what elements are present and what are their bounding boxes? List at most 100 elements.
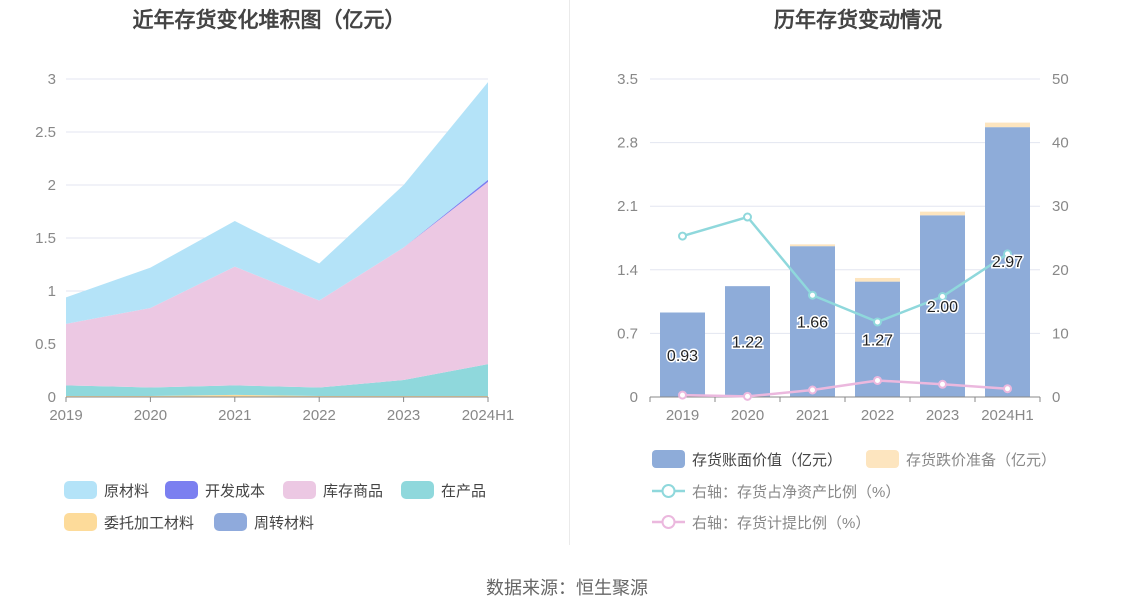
- legend-label: 原材料: [104, 483, 149, 500]
- x-tick-label: 2020: [134, 407, 167, 424]
- y-tick-label: 2.5: [35, 124, 56, 141]
- legend-label: 库存商品: [323, 483, 383, 500]
- legend-item: 存货账面价值（亿元）: [652, 450, 842, 469]
- legend-item: 右轴：存货占净资产比例（%）: [652, 484, 900, 501]
- x-tick-label: 2019: [49, 407, 82, 424]
- y-tick-label: 1: [48, 283, 56, 300]
- y2-tick-label: 30: [1052, 198, 1069, 215]
- y-tick-label: 3: [48, 71, 56, 88]
- y-tick-label: 1.4: [617, 262, 638, 279]
- x-tick-label: 2024H1: [981, 407, 1034, 424]
- x-tick-label: 2022: [861, 407, 894, 424]
- legend-label: 开发成本: [205, 483, 265, 500]
- bar-value-label: 1.66: [797, 315, 828, 332]
- line-point: [1003, 249, 1012, 259]
- legend-item: 库存商品: [283, 481, 383, 500]
- legend-swatch: [283, 481, 316, 499]
- bar-provision: [855, 277, 900, 282]
- y-tick-label: 1.5: [35, 230, 56, 247]
- legend-marker: [661, 515, 676, 529]
- bar-book-value: [920, 215, 965, 397]
- line-point: [808, 385, 817, 395]
- legend-item: 右轴：存货计提比例（%）: [652, 515, 870, 532]
- inventory-change-bar-chart: 历年存货变动情况 0 0.7 1.4 2.1 2.8 3.5 0 10 20 30 40 50 2019 2…: [617, 8, 1069, 532]
- x-tick-label: 2020: [731, 407, 764, 424]
- bar-value-label: 1.22: [732, 335, 763, 352]
- panel-divider: [569, 0, 570, 545]
- line-point: [678, 231, 687, 241]
- bar-book-value: [725, 286, 770, 397]
- legend-marker: [661, 484, 676, 498]
- line-series: [682, 215, 1009, 324]
- legend-swatch: [64, 481, 97, 499]
- legend-swatch: [64, 513, 97, 531]
- y-tick-label: 2: [48, 177, 56, 194]
- area-委托加工材料: [66, 394, 488, 397]
- chart-title: 近年存货变化堆积图（亿元）: [133, 8, 406, 32]
- line-point: [743, 212, 752, 222]
- y-tick-label: 0: [48, 389, 56, 406]
- legend-item: 存货跌价准备（亿元）: [866, 450, 1056, 469]
- area-原材料: [66, 82, 488, 324]
- y-tick-label: 2.8: [617, 135, 638, 152]
- bar-provision: [920, 211, 965, 216]
- x-tick-label: 2021: [796, 407, 829, 424]
- x-tick-label: 2023: [387, 407, 420, 424]
- legend-label: 存货跌价准备（亿元）: [906, 452, 1056, 469]
- legend-swatch: [652, 450, 685, 468]
- legend-item: 在产品: [401, 481, 486, 500]
- legend-swatch: [165, 481, 198, 499]
- bar-book-value: [790, 246, 835, 397]
- bar-value-label: 1.27: [862, 332, 893, 349]
- x-tick-label: 2019: [666, 407, 699, 424]
- y-tick-label: 3.5: [617, 71, 638, 88]
- legend-swatch: [214, 513, 247, 531]
- legend-label: 周转材料: [254, 515, 314, 532]
- area-库存商品: [66, 181, 488, 388]
- y2-tick-label: 20: [1052, 262, 1069, 279]
- bar-value-label: 2.97: [992, 254, 1023, 271]
- legend-item: 开发成本: [165, 481, 265, 500]
- legend-label: 右轴：存货计提比例（%）: [692, 515, 870, 532]
- bar-provision: [790, 244, 835, 247]
- legend-item: 原材料: [64, 481, 149, 500]
- line-point: [938, 379, 947, 389]
- legend-label: 右轴：存货占净资产比例（%）: [692, 484, 900, 501]
- area-在产品: [66, 364, 488, 396]
- y2-tick-label: 10: [1052, 325, 1069, 342]
- legend-swatch: [401, 481, 434, 499]
- x-tick-label: 2022: [303, 407, 336, 424]
- y2-tick-label: 40: [1052, 135, 1069, 152]
- x-tick-label: 2024H1: [462, 407, 515, 424]
- line-point: [938, 292, 947, 302]
- line-series: [682, 379, 1008, 398]
- y-tick-label: 0: [630, 389, 638, 406]
- y2-tick-label: 0: [1052, 389, 1060, 406]
- line-point: [808, 290, 817, 300]
- legend-item: 周转材料: [214, 513, 314, 532]
- bar-book-value: [985, 127, 1030, 397]
- bar-book-value: [660, 312, 705, 397]
- legend-label: 委托加工材料: [104, 515, 194, 532]
- y-tick-label: 0.5: [35, 336, 56, 353]
- line-point: [678, 390, 687, 400]
- bar-value-label: 0.93: [667, 348, 698, 365]
- legend-item: 委托加工材料: [64, 513, 194, 532]
- chart-title: 历年存货变动情况: [774, 8, 942, 32]
- legend-swatch: [866, 450, 899, 468]
- x-tick-label: 2023: [926, 407, 959, 424]
- line-point: [1003, 384, 1012, 394]
- bar-value-label: 2.00: [927, 299, 958, 316]
- y2-tick-label: 50: [1052, 71, 1069, 88]
- x-tick-label: 2021: [218, 407, 251, 424]
- y-tick-label: 2.1: [617, 198, 638, 215]
- legend-label: 存货账面价值（亿元）: [692, 452, 842, 469]
- inventory-stack-area-chart: 近年存货变化堆积图（亿元） 0 0.5 1 1.5 2 2.5 3 2019 2020 2021 20…: [35, 8, 515, 532]
- bar-provision: [985, 122, 1030, 128]
- line-point: [873, 375, 882, 385]
- line-point: [743, 391, 752, 401]
- legend-label: 在产品: [441, 483, 486, 500]
- data-source-note: 数据来源：恒生聚源: [486, 578, 648, 598]
- line-point: [873, 317, 882, 327]
